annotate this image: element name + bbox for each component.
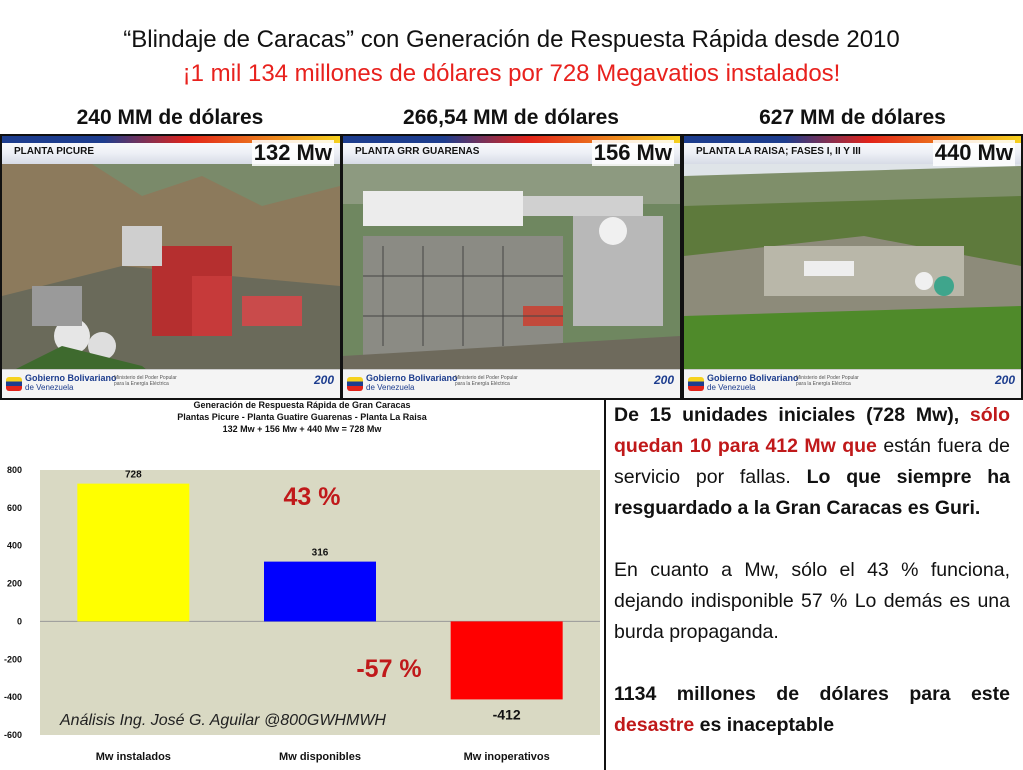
photo-planta-la-raisa: PLANTA LA RAISA; FASES I, II Y III 440 M… [682,134,1023,400]
bar-2 [264,561,376,622]
photo-planta-picure: PLANTA PICURE 132 Mw Gobierno Bolivarian… [0,134,342,400]
plant-mw-picure: 132 Mw [251,140,334,166]
venezuela-flag-icon [688,377,704,391]
venezuela-flag-icon [347,377,363,391]
plant-name-la-raisa: PLANTA LA RAISA; FASES I, II Y III [696,146,861,157]
bar-3 [450,621,563,700]
gov-logo-text: Gobierno Bolivariano de Venezuela [366,373,458,393]
plant-guarenas-image [343,136,680,398]
commentary-panel: De 15 unidades iniciales (728 Mw), sólo … [614,398,1010,741]
cost-label-picure: 240 MM de dólares [76,106,264,129]
annotation-minus-57-percent: -57 % [356,655,421,683]
cost-label-guarenas: 266,54 MM de dólares [403,106,619,129]
bar-value-label: -412 [493,706,521,722]
y-tick-label: 200 [7,579,22,589]
commentary-paragraph-1: De 15 unidades iniciales (728 Mw), sólo … [614,404,1010,519]
page-subtitle: ¡1 mil 134 millones de dólares por 728 M… [182,60,841,87]
y-tick-label: 0 [17,616,22,626]
commentary-paragraph-3: 1134 millones de dólares para este desas… [614,683,1010,736]
analysis-credit: Análisis Ing. José G. Aguilar @800GWHMWH [60,712,386,729]
plant-name-guarenas: PLANTA GRR GUARENAS [355,146,480,157]
bicentenario-logo: 200 [313,373,334,387]
y-tick-label: 400 [7,541,22,551]
chart-subtitle-sum: 132 Mw + 156 Mw + 440 Mw = 728 Mw [222,424,382,434]
y-tick-label: 800 [7,465,22,475]
bicentenario-logo: 200 [653,373,674,387]
plant-mw-la-raisa: 440 Mw [932,140,1015,166]
y-tick-label: -600 [4,730,22,740]
commentary-paragraph-2: En cuanto a Mw, sólo el 43 % funciona, d… [614,559,1010,643]
plant-picure-image [2,136,340,398]
x-category-label: Mw inoperativos [464,751,550,763]
y-tick-label: -200 [4,654,22,664]
venezuela-flag-icon [6,377,22,391]
photo-planta-guarenas: PLANTA GRR GUARENAS 156 Mw Gobierno Boli… [341,134,682,400]
y-tick-label: 600 [7,503,22,513]
photo-footer: Gobierno Bolivariano de Venezuela Ministe… [2,369,340,398]
ministry-text: Ministerio del Poder Popular para la Ener… [114,375,177,387]
ministry-text: Ministerio del Poder Popular para la Ener… [796,375,859,387]
bar-1 [77,483,190,622]
bicentenario-logo: 200 [994,373,1015,387]
chart-title: Generación de Respuesta Rápida de Gran C… [193,400,411,410]
photo-footer: Gobierno Bolivariano de Venezuela Ministe… [684,369,1021,398]
chart-panel: Generación de Respuesta Rápida de Gran C… [0,398,606,770]
photo-footer: Gobierno Bolivariano de Venezuela Ministe… [343,369,680,398]
page-title: “Blindaje de Caracas” con Generación de … [123,26,900,53]
bar-value-label: 728 [125,470,142,481]
gov-logo-text: Gobierno Bolivariano de Venezuela [25,373,117,393]
plant-name-picure: PLANTA PICURE [14,146,94,157]
plant-la-raisa-image [684,136,1021,398]
bar-chart: 800 600 400 200 0 -200 -400 -600 728 Mw instalado… [4,465,600,763]
cost-label-la-raisa: 627 MM de dólares [759,106,946,129]
y-tick-label: -400 [4,692,22,702]
annotation-43-percent: 43 % [284,483,341,511]
chart-subtitle: Plantas Picure - Planta Guatire Guarenas… [177,412,427,422]
plant-mw-guarenas: 156 Mw [591,140,674,166]
bar-value-label: 316 [312,548,329,559]
x-category-label: Mw instalados [96,751,171,763]
x-category-label: Mw disponibles [279,751,361,763]
ministry-text: Ministerio del Poder Popular para la Ener… [455,375,518,387]
gov-logo-text: Gobierno Bolivariano de Venezuela [707,373,799,393]
